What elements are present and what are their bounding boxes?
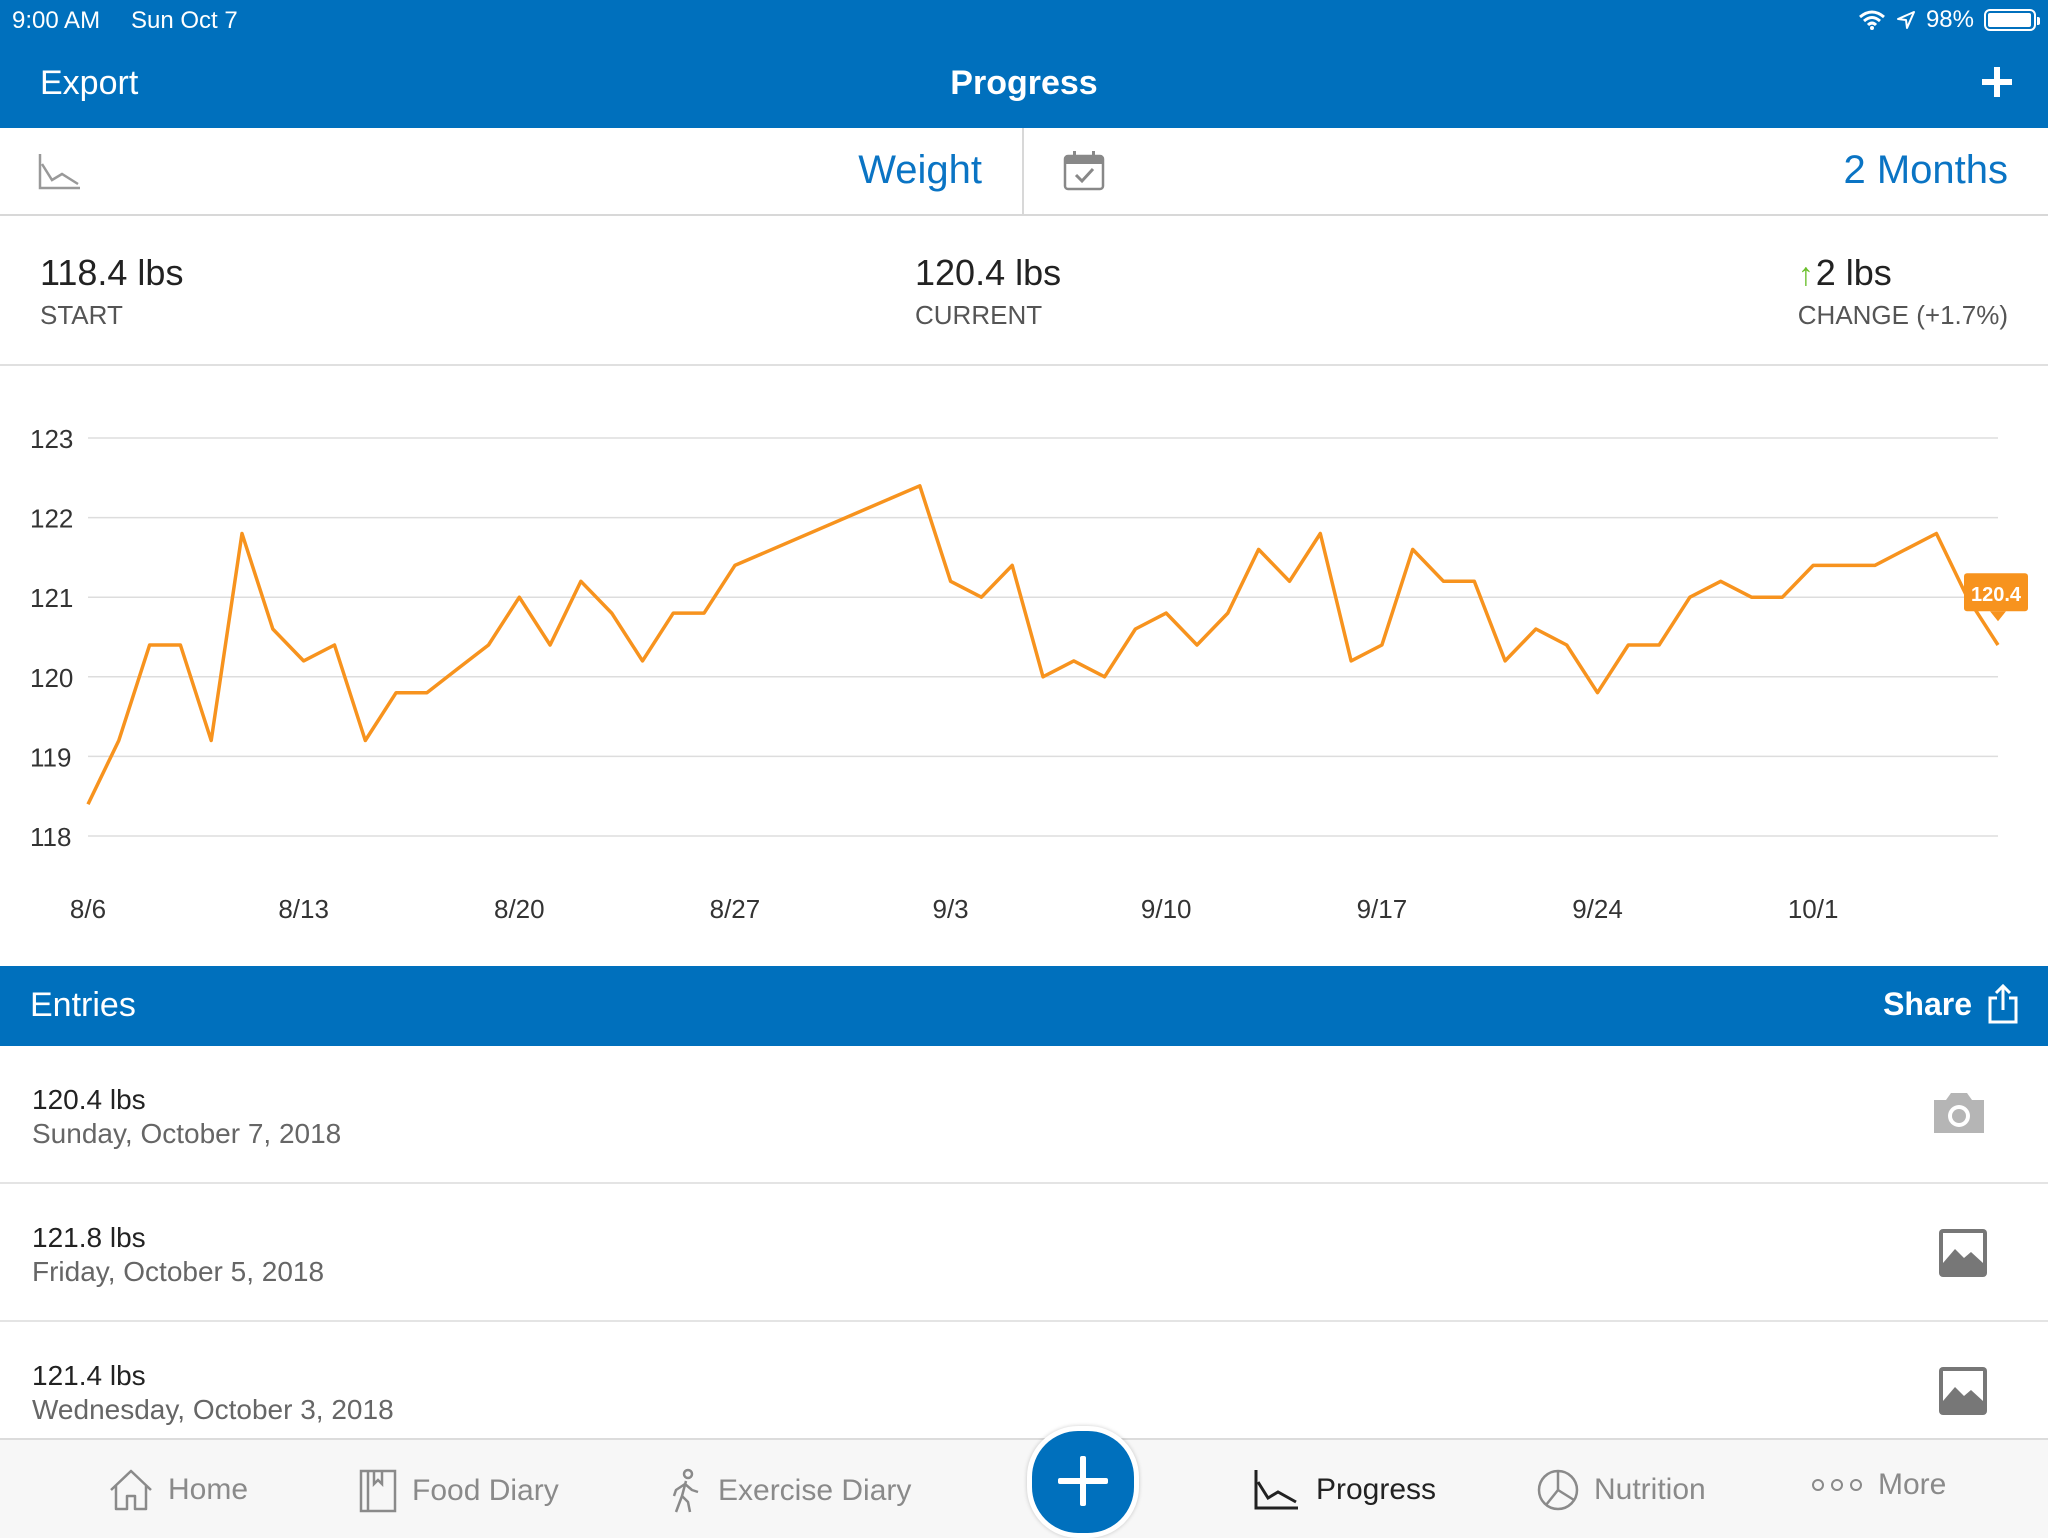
x-tick-label: 9/10 bbox=[1141, 894, 1192, 924]
top-bar: 9:00 AM Sun Oct 7 98% Export Progress bbox=[0, 0, 2048, 128]
x-tick-label: 9/3 bbox=[933, 894, 969, 924]
plus-icon bbox=[1982, 67, 2012, 97]
entries-list: 120.4 lbs Sunday, October 7, 2018 121.8 … bbox=[0, 1046, 2048, 1440]
arrow-up-icon: ↑ bbox=[1797, 256, 1814, 292]
book-icon bbox=[359, 1469, 397, 1513]
tab-bar: Home Food Diary Exercise Diary Progress … bbox=[0, 1426, 2048, 1538]
x-tick-label: 8/13 bbox=[278, 894, 329, 924]
photo-icon[interactable] bbox=[1938, 1228, 1988, 1278]
tab-nutrition[interactable]: Nutrition bbox=[1536, 1468, 1706, 1512]
current-stat: 120.4 lbs CURRENT bbox=[915, 252, 1061, 331]
location-arrow-icon bbox=[1896, 11, 1915, 29]
y-tick-label: 118 bbox=[30, 822, 71, 852]
start-stat: 118.4 lbs START bbox=[40, 252, 183, 331]
entries-title: Entries bbox=[30, 986, 136, 1024]
line-chart-icon[interactable] bbox=[36, 152, 84, 192]
tab-label: Home bbox=[168, 1473, 249, 1506]
add-entry-fab[interactable] bbox=[1027, 1426, 1139, 1538]
divider bbox=[1022, 128, 1024, 214]
change-label: CHANGE (+1.7%) bbox=[1797, 300, 2008, 330]
entry-date: Wednesday, October 3, 2018 bbox=[32, 1394, 394, 1425]
start-value: 118.4 lbs bbox=[40, 252, 184, 293]
battery-percent: 98% bbox=[1925, 6, 1974, 33]
tab-label: Exercise Diary bbox=[718, 1474, 912, 1507]
status-time: 9:00 AM bbox=[12, 7, 101, 34]
entry-weight: 120.4 lbs bbox=[32, 1084, 146, 1115]
tab-food-diary[interactable]: Food Diary bbox=[358, 1468, 559, 1514]
series-line bbox=[86, 484, 2000, 805]
status-right: 98% bbox=[1858, 6, 2040, 34]
weight-chart: 123 122 121 120 119 118 8/6 8/13 8/20 8/27 9/3 9/10… bbox=[0, 366, 2048, 966]
camera-icon[interactable] bbox=[1930, 1090, 1988, 1136]
entries-header: Entries Share bbox=[0, 966, 2048, 1046]
pie-chart-icon bbox=[1537, 1469, 1579, 1511]
current-value: 120.4 lbs bbox=[915, 252, 1062, 293]
list-item[interactable]: 121.8 lbs Friday, October 5, 2018 bbox=[0, 1184, 2048, 1322]
x-tick-label: 9/17 bbox=[1357, 894, 1408, 924]
status-date: Sun Oct 7 bbox=[131, 7, 238, 34]
tab-label: Progress bbox=[1316, 1473, 1437, 1506]
summary-row: 118.4 lbs START 120.4 lbs CURRENT ↑2 lbs… bbox=[0, 216, 2048, 366]
entry-date: Friday, October 5, 2018 bbox=[32, 1256, 325, 1287]
tab-exercise-diary[interactable]: Exercise Diary bbox=[668, 1468, 911, 1514]
value-callout-pointer bbox=[1990, 611, 2006, 622]
page-title: Progress bbox=[950, 64, 1098, 102]
selector-row: Weight 2 Months bbox=[0, 128, 2048, 216]
weight-chart-svg: 123 122 121 120 119 118 8/6 8/13 8/20 8/27 9/3 9/10… bbox=[30, 424, 2028, 924]
y-tick-label: 119 bbox=[30, 742, 71, 772]
metric-selector[interactable]: Weight bbox=[858, 148, 982, 192]
line-chart-icon bbox=[1254, 1470, 1298, 1510]
tab-label: Nutrition bbox=[1594, 1473, 1706, 1506]
walking-icon bbox=[672, 1468, 699, 1513]
x-tick-label: 8/20 bbox=[494, 894, 545, 924]
y-tick-label: 121 bbox=[30, 583, 73, 613]
tab-more[interactable]: More bbox=[1810, 1468, 1946, 1502]
x-tick-label: 8/27 bbox=[710, 894, 761, 924]
wifi-icon bbox=[1858, 10, 1885, 30]
entry-weight: 121.4 lbs bbox=[32, 1360, 146, 1391]
y-tick-label: 122 bbox=[30, 504, 73, 534]
status-bar: 9:00 AM Sun Oct 7 98% bbox=[0, 0, 2048, 40]
tab-label: More bbox=[1878, 1468, 1947, 1501]
share-button[interactable]: Share bbox=[1883, 984, 2020, 1024]
list-item[interactable]: 120.4 lbs Sunday, October 7, 2018 bbox=[0, 1046, 2048, 1184]
list-item[interactable]: 121.4 lbs Wednesday, October 3, 2018 bbox=[0, 1322, 2048, 1440]
value-callout bbox=[1964, 573, 2028, 612]
share-icon bbox=[1988, 984, 2018, 1024]
battery-icon bbox=[1984, 9, 2040, 31]
photo-icon[interactable] bbox=[1938, 1366, 1988, 1416]
add-button[interactable] bbox=[1980, 54, 2014, 108]
nav-bar: Export Progress bbox=[0, 40, 2048, 128]
change-value: 2 lbs bbox=[1815, 252, 1892, 293]
current-label: CURRENT bbox=[915, 300, 1043, 330]
entry-weight: 121.8 lbs bbox=[32, 1222, 146, 1253]
x-tick-label: 10/1 bbox=[1788, 894, 1839, 924]
tab-label: Food Diary bbox=[412, 1474, 559, 1507]
range-selector[interactable]: 2 Months bbox=[1843, 148, 2008, 192]
y-tick-label: 123 bbox=[30, 424, 73, 454]
y-tick-label: 120 bbox=[30, 663, 73, 693]
export-button[interactable]: Export bbox=[40, 64, 139, 102]
calendar-check-icon[interactable] bbox=[1062, 150, 1106, 192]
tab-home[interactable]: Home bbox=[108, 1468, 248, 1512]
x-tick-label: 8/6 bbox=[70, 894, 106, 924]
more-dots-icon bbox=[1812, 1479, 1862, 1491]
home-icon bbox=[110, 1469, 152, 1511]
start-label: START bbox=[40, 300, 123, 330]
entry-date: Sunday, October 7, 2018 bbox=[32, 1118, 342, 1149]
share-label: Share bbox=[1883, 985, 1972, 1022]
change-stat: ↑2 lbs CHANGE (+1.7%) bbox=[1798, 252, 2008, 331]
tab-progress[interactable]: Progress bbox=[1252, 1468, 1436, 1512]
x-tick-label: 9/24 bbox=[1572, 894, 1623, 924]
value-callout-label: 120.4 bbox=[1971, 584, 2022, 606]
